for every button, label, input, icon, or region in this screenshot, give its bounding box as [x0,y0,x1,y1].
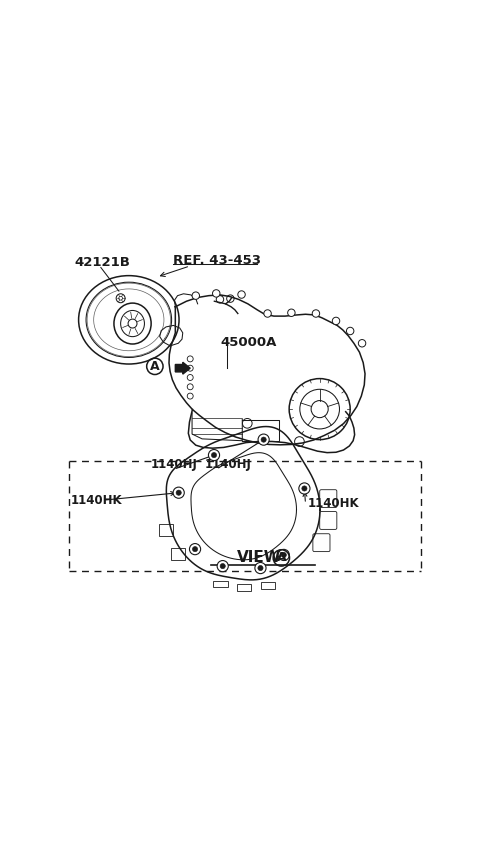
Circle shape [173,487,184,498]
Bar [214,581,228,587]
Bar [261,582,276,589]
Circle shape [192,547,198,552]
Bar [237,584,251,591]
Circle shape [299,483,310,494]
Bar [159,524,173,536]
Circle shape [211,452,216,457]
Circle shape [192,292,200,299]
Circle shape [281,553,287,558]
Circle shape [217,560,228,571]
FancyArrow shape [175,362,190,374]
Circle shape [187,393,193,399]
Circle shape [258,434,269,445]
Circle shape [187,356,193,362]
Circle shape [187,384,193,390]
Circle shape [347,327,354,335]
Text: 1140HK: 1140HK [71,493,123,507]
Circle shape [238,291,245,299]
Text: 1140HJ: 1140HJ [151,458,198,471]
Circle shape [261,437,266,442]
Circle shape [220,564,225,569]
Circle shape [255,563,266,574]
Circle shape [190,544,201,555]
Circle shape [116,293,125,303]
Circle shape [176,490,181,495]
Text: VIEW: VIEW [237,551,281,565]
Text: A: A [276,552,286,565]
Circle shape [332,317,340,324]
Circle shape [213,290,220,297]
Text: A: A [150,360,160,373]
Circle shape [227,295,234,302]
Circle shape [359,340,366,347]
Circle shape [216,296,224,303]
Circle shape [208,450,219,461]
Bar [171,548,185,560]
Text: 45000A: 45000A [220,335,276,348]
Text: REF. 43-453: REF. 43-453 [173,254,262,267]
Circle shape [278,549,289,560]
Circle shape [187,374,193,380]
Circle shape [288,309,295,317]
Circle shape [264,310,271,317]
Text: 1140HJ: 1140HJ [205,458,252,471]
Text: 1140HK: 1140HK [307,498,359,511]
Circle shape [187,366,193,372]
Circle shape [312,310,320,317]
Circle shape [258,565,263,571]
Circle shape [302,486,307,491]
Text: 42121B: 42121B [75,256,131,269]
